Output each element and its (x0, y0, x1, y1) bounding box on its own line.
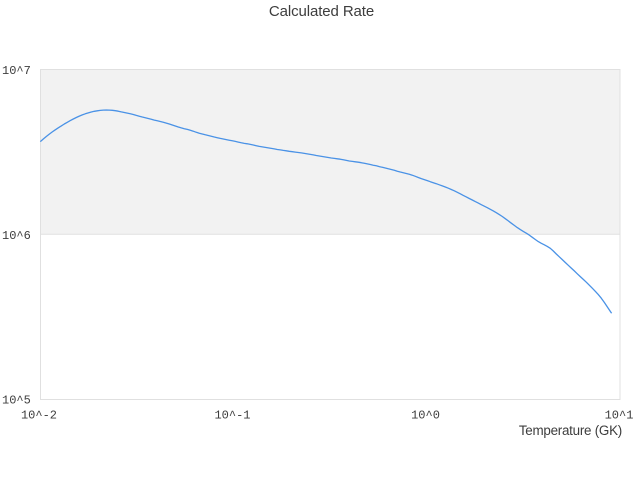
svg-text:10^6: 10^6 (2, 229, 31, 243)
svg-text:10^-1: 10^-1 (214, 408, 250, 422)
svg-text:10^5: 10^5 (2, 394, 31, 408)
svg-text:Temperature (GK): Temperature (GK) (519, 423, 622, 438)
svg-text:10^1: 10^1 (605, 408, 634, 422)
svg-text:10^-2: 10^-2 (21, 408, 57, 422)
svg-text:Calculated Rate: Calculated Rate (269, 3, 374, 20)
svg-text:10^7: 10^7 (2, 64, 31, 78)
svg-text:10^0: 10^0 (411, 408, 440, 422)
